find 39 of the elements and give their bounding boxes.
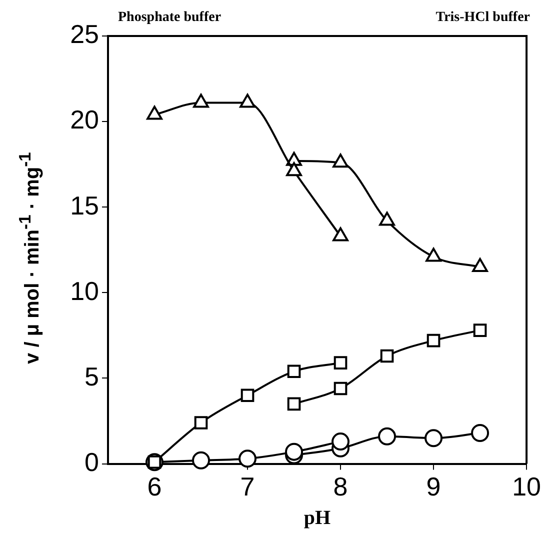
point — [194, 416, 208, 430]
x-tick-label: 8 — [333, 472, 348, 502]
point — [146, 106, 162, 120]
point — [426, 248, 442, 262]
y-tick-label: 5 — [84, 361, 99, 392]
point — [192, 451, 210, 470]
x-axis-title: pH — [304, 507, 332, 530]
point — [380, 349, 394, 363]
x-tick-label: 6 — [147, 472, 162, 502]
point — [426, 334, 440, 348]
text: Tris-HCl buffer — [436, 10, 530, 26]
point — [472, 258, 488, 272]
text: Phosphate buffer — [118, 10, 222, 26]
y-tick-label: 25 — [70, 19, 99, 50]
point — [332, 227, 348, 242]
point — [193, 94, 209, 108]
point — [332, 432, 350, 451]
x-tick-label: 9 — [426, 472, 441, 502]
y-tick-label: 10 — [70, 276, 99, 306]
point — [332, 154, 348, 168]
point — [240, 94, 256, 108]
point — [285, 442, 304, 461]
y-tick-label: 20 — [70, 104, 99, 135]
point — [287, 364, 301, 378]
point — [473, 324, 487, 337]
point — [286, 162, 302, 176]
x-tick-label: 10 — [512, 472, 541, 502]
point — [378, 427, 396, 446]
point — [471, 424, 490, 442]
point — [424, 429, 443, 448]
y-tick-label: 15 — [70, 190, 99, 220]
point — [334, 382, 348, 396]
x-tick-label: 7 — [240, 472, 255, 502]
point — [287, 397, 301, 411]
point — [379, 212, 395, 226]
point — [238, 450, 257, 468]
y-tick-label: 0 — [84, 446, 99, 477]
point — [240, 388, 254, 402]
point — [334, 356, 348, 370]
